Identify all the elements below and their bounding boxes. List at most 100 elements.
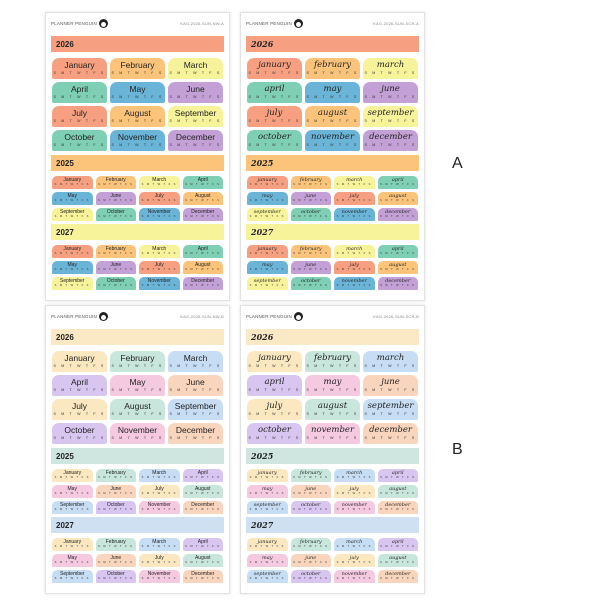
month-name: october: [301, 502, 321, 509]
weekday-letters: S M T W T F S: [248, 70, 301, 75]
month-name: december: [385, 502, 411, 509]
month-tab: October S M T W T F S: [95, 277, 136, 290]
sticker-sheet-kag-2026-sun-nw-a: PLANNER PENGUIN KAG-2026-SUN-NW-A 2026 Janu…: [45, 12, 230, 301]
brand-logo: PLANNER PENGUIN: [51, 18, 109, 28]
month-tab: august S M T W T F S: [377, 261, 418, 274]
month-tab: december S M T W T F S: [363, 130, 418, 151]
sheet-code: KAG-2026-SUN-NW-B: [180, 313, 224, 319]
month-name: august: [317, 401, 348, 412]
month-tab: april S M T W T F S: [247, 375, 302, 396]
month-name: October: [106, 278, 125, 285]
month-name: September: [60, 502, 85, 509]
month-tab: march S M T W T F S: [334, 245, 375, 258]
weekday-letters: S M T W T F S: [141, 252, 177, 256]
month-tab: March S M T W T F S: [139, 538, 180, 551]
month-name: january: [257, 470, 277, 477]
month-name: may: [323, 377, 342, 388]
year-bar: 2025: [51, 448, 224, 464]
brand-name: PLANNER PENGUIN: [246, 20, 293, 26]
month-name: october: [258, 425, 291, 436]
weekday-letters: S M T W T F S: [169, 94, 222, 99]
month-tab: august S M T W T F S: [305, 106, 360, 127]
weekday-letters: S M T W T F S: [336, 508, 372, 512]
weekday-letters: S M T W T F S: [293, 545, 329, 549]
weekday-letters: S M T W T F S: [336, 252, 372, 256]
month-tab: May S M T W T F S: [52, 261, 93, 274]
weekday-letters: S M T W T F S: [53, 94, 106, 99]
month-tab: february S M T W T F S: [305, 58, 360, 79]
weekday-letters: S M T W T F S: [169, 411, 222, 416]
weekday-letters: S M T W T F S: [306, 387, 359, 392]
month-name: June: [110, 555, 122, 562]
weekday-letters: S M T W T F S: [364, 411, 417, 416]
month-tab: August S M T W T F S: [110, 106, 165, 127]
month-name: May: [67, 555, 77, 562]
penguin-icon: [99, 311, 109, 321]
month-name: september: [367, 108, 414, 119]
month-tab: March S M T W T F S: [168, 58, 223, 79]
month-tab: January S M T W T F S: [52, 245, 93, 258]
weekday-letters: S M T W T F S: [185, 199, 221, 203]
weekday-letters: S M T W T F S: [169, 363, 222, 368]
month-tab: october S M T W T F S: [247, 130, 302, 151]
month-tab: January S M T W T F S: [52, 176, 93, 189]
month-name: November: [117, 425, 158, 436]
month-name: May: [67, 193, 77, 200]
month-name: December: [175, 132, 216, 143]
month-tab: July S M T W T F S: [139, 485, 180, 498]
weekday-letters: S M T W T F S: [169, 387, 222, 392]
weekday-letters: S M T W T F S: [380, 215, 416, 219]
month-tab: April S M T W T F S: [182, 538, 223, 551]
month-tab: August S M T W T F S: [110, 399, 165, 420]
month-tab: october S M T W T F S: [290, 570, 331, 583]
year-bar: 2026: [51, 36, 224, 52]
month-tab: January S M T W T F S: [52, 58, 107, 79]
year-bar: 2027: [246, 517, 419, 533]
month-tab: November S M T W T F S: [139, 570, 180, 583]
month-name: April: [197, 246, 208, 253]
month-name: april: [264, 377, 285, 388]
year-bar: 2026: [51, 329, 224, 345]
month-name: January: [63, 246, 82, 253]
month-name: november: [341, 278, 367, 285]
month-tab: december S M T W T F S: [377, 570, 418, 583]
year-bar: 2026: [246, 36, 419, 52]
month-name: december: [385, 571, 411, 578]
month-tab: september S M T W T F S: [247, 277, 288, 290]
month-tab: April S M T W T F S: [182, 176, 223, 189]
month-name: march: [346, 246, 363, 253]
month-tab: june S M T W T F S: [363, 375, 418, 396]
month-tab: january S M T W T F S: [247, 176, 288, 189]
weekday-letters: S M T W T F S: [111, 387, 164, 392]
weekday-letters: S M T W T F S: [98, 284, 134, 288]
month-name: June: [110, 486, 122, 493]
month-tab: june S M T W T F S: [290, 485, 331, 498]
month-name: October: [106, 209, 125, 216]
month-name: june: [305, 555, 317, 562]
month-tab: February S M T W T F S: [95, 538, 136, 551]
month-tab: October S M T W T F S: [52, 423, 107, 444]
month-tab: june S M T W T F S: [290, 261, 331, 274]
sheet-code: KAG-2026-SUN-SCR-B: [373, 313, 419, 319]
month-tab: june S M T W T F S: [290, 192, 331, 205]
month-tab: September S M T W T F S: [168, 106, 223, 127]
month-name: november: [310, 132, 355, 143]
month-tab: december S M T W T F S: [377, 277, 418, 290]
year-bar: 2026: [246, 329, 419, 345]
weekday-letters: S M T W T F S: [249, 476, 285, 480]
month-tab: May S M T W T F S: [110, 375, 165, 396]
month-name: april: [391, 246, 404, 253]
month-tab: February S M T W T F S: [110, 58, 165, 79]
weekday-letters: S M T W T F S: [185, 476, 221, 480]
weekday-letters: S M T W T F S: [111, 142, 164, 147]
month-name: January: [63, 470, 82, 477]
weekday-letters: S M T W T F S: [98, 508, 134, 512]
weekday-letters: S M T W T F S: [141, 183, 177, 187]
month-name: March: [152, 177, 167, 184]
weekday-letters: S M T W T F S: [380, 268, 416, 272]
weekday-letters: S M T W T F S: [249, 545, 285, 549]
year-bar: 2027: [246, 224, 419, 240]
weekday-letters: S M T W T F S: [336, 284, 372, 288]
weekday-letters: S M T W T F S: [185, 284, 221, 288]
